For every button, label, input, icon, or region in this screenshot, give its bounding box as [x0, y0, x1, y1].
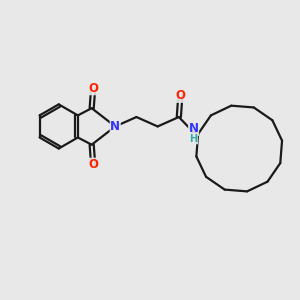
- Text: O: O: [88, 158, 98, 171]
- Text: N: N: [110, 120, 120, 133]
- Text: O: O: [175, 89, 185, 102]
- Text: O: O: [88, 82, 98, 95]
- Text: N: N: [189, 122, 199, 135]
- Text: H: H: [190, 134, 198, 144]
